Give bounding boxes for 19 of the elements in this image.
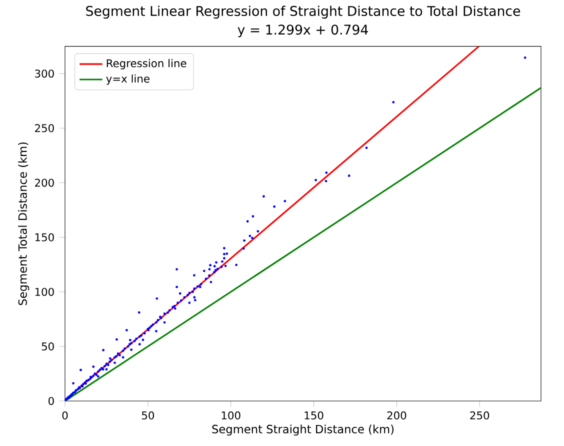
y-tick-label: 150	[35, 233, 54, 242]
x-axis-title: Segment Straight Distance (km)	[212, 424, 394, 436]
y-tick-label: 0	[48, 396, 54, 406]
x-tick-label: 0	[62, 411, 68, 420]
x-tick-label: 250	[470, 411, 490, 420]
y-tick-label: 50	[42, 342, 54, 350]
x-tick-label: 150	[304, 411, 324, 420]
x-tick-label: 100	[222, 411, 240, 420]
y-tick-label: 250	[35, 124, 54, 132]
x-tick-label: 200	[387, 411, 406, 420]
chart-title: Segment Linear Regression of Straight Distance to Total Distance	[86, 6, 520, 19]
y-tick-label: 100	[35, 288, 54, 296]
legend-label: Regression line	[106, 59, 186, 70]
chart-subtitle: y = 1.299x + 0.794	[238, 24, 368, 38]
y-axis-title: Segment Total Distance (km)	[18, 142, 30, 306]
y-tick-label: 300	[35, 70, 54, 78]
x-tick-label: 50	[142, 411, 154, 420]
y-tick-label: 200	[35, 178, 54, 187]
legend-label: y=x line	[106, 74, 150, 85]
